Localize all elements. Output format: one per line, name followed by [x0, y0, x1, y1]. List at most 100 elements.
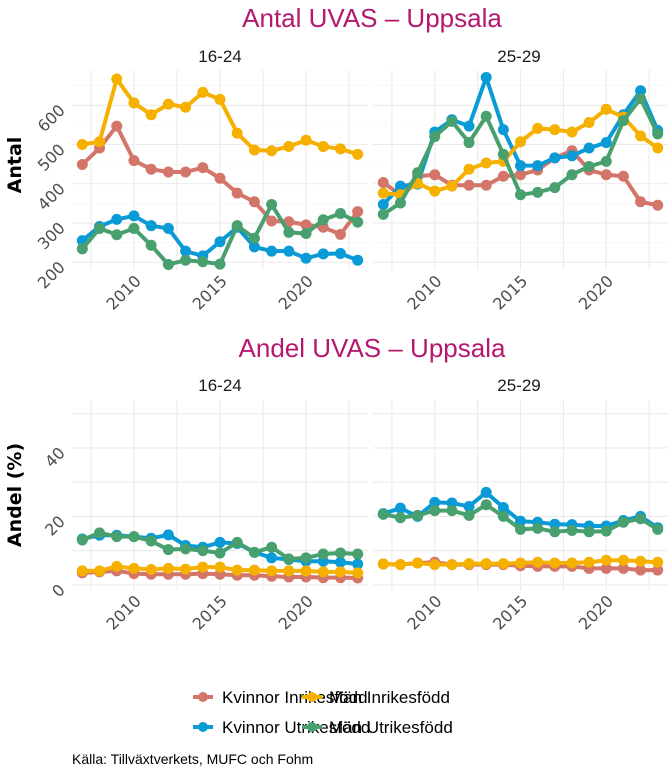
data-point [300, 565, 312, 577]
data-point [231, 220, 243, 232]
data-point [248, 241, 260, 253]
data-point [128, 155, 140, 167]
data-point [549, 124, 561, 136]
series-man-utrikesfodd [76, 199, 364, 271]
data-point [635, 196, 647, 208]
y-tick-label: 0 [48, 580, 69, 601]
data-point [111, 531, 123, 543]
legend: Kvinnor Inrikesfödd Män Inrikesfödd Kvin… [193, 688, 453, 737]
data-point [334, 556, 346, 568]
data-point [180, 563, 192, 575]
data-point [480, 486, 492, 498]
data-point [352, 206, 364, 218]
data-point [76, 139, 88, 151]
y-tick-label: 300 [34, 218, 69, 253]
data-point [248, 232, 260, 244]
data-point [549, 518, 561, 530]
x-tick-label: 2010 [403, 271, 445, 313]
data-point [334, 566, 346, 578]
data-point [76, 565, 88, 577]
data-point [197, 256, 209, 268]
legend-label: Män Inrikesfödd [329, 688, 450, 707]
data-point [480, 110, 492, 122]
data-point [600, 103, 612, 115]
data-point [377, 508, 389, 520]
legend-label: Kvinnor Inrikesfödd [222, 688, 368, 707]
legend-key-point [198, 722, 208, 732]
data-point [214, 172, 226, 184]
data-point [180, 245, 192, 257]
legend-item-man-inrikesfodd: Män Inrikesfödd [302, 688, 450, 707]
data-point [317, 248, 329, 260]
legend-item-kvinnor-inrikesfodd: Kvinnor Inrikesfödd [193, 688, 368, 707]
data-point [283, 565, 295, 577]
y-tick-label: 40 [41, 443, 69, 471]
data-point [549, 557, 561, 569]
x-tick-label: 2020 [275, 271, 317, 313]
data-point [197, 86, 209, 98]
data-point [352, 148, 364, 160]
data-point [352, 567, 364, 579]
data-point [94, 136, 106, 148]
data-point [111, 229, 123, 241]
data-point [76, 159, 88, 171]
data-point [197, 561, 209, 573]
data-point [515, 515, 526, 527]
data-point [515, 136, 526, 148]
data-point [231, 127, 243, 139]
data-point [334, 228, 346, 240]
data-point [162, 562, 174, 574]
data-point [283, 226, 295, 238]
data-point [214, 536, 226, 548]
data-point [377, 558, 389, 570]
strip-label-antal-16-24: 16-24 [198, 47, 241, 66]
data-point [334, 208, 346, 220]
data-point [266, 552, 278, 564]
data-point [145, 220, 157, 232]
data-point [549, 526, 561, 538]
data-point [635, 564, 647, 576]
panel-antal-16-24: 200 300 400 500 600 2010 2015 2020 [34, 70, 368, 314]
data-point [515, 557, 526, 569]
x-tick-label: 2015 [489, 271, 531, 313]
panel-antal-25-29: 2010 2015 2020 [373, 70, 668, 314]
data-point [497, 170, 509, 182]
x-tick-label: 2015 [189, 591, 231, 633]
panel-andel--16-24: 0 20 40 2010 2015 2020 [41, 400, 368, 634]
data-point [652, 523, 664, 535]
data-point [145, 563, 157, 575]
data-point [566, 126, 578, 138]
data-point [394, 512, 406, 524]
strip-label-andel-16-24: 16-24 [198, 376, 241, 395]
data-point [463, 163, 475, 175]
data-point [446, 180, 458, 192]
data-point [162, 259, 174, 271]
y-tick-label: 20 [41, 512, 69, 540]
data-point [300, 219, 312, 231]
data-point [162, 222, 174, 234]
legend-item-man-utrikesfodd: Män Utrikesfödd [302, 718, 453, 737]
data-point [617, 170, 629, 182]
data-point [446, 559, 458, 571]
data-point [463, 509, 475, 521]
data-point [300, 552, 312, 564]
data-point [480, 179, 492, 191]
series-man-inrikesfodd [377, 554, 664, 571]
data-point [145, 109, 157, 121]
data-point [549, 152, 561, 164]
series-man-utrikesfodd [76, 527, 364, 565]
data-point [515, 523, 526, 535]
x-tick-label: 2020 [275, 591, 317, 633]
data-point [266, 199, 278, 211]
data-point [214, 236, 226, 248]
data-point [317, 214, 329, 226]
legend-key-point [307, 692, 317, 702]
data-point [377, 208, 389, 220]
data-point [532, 186, 544, 198]
y-tick-label: 200 [34, 258, 69, 293]
legend-label: Kvinnor Utrikesfödd [222, 718, 370, 737]
data-point [566, 169, 578, 181]
x-tick-label: 2010 [403, 591, 445, 633]
chart-title-antal: Antal UVAS – Uppsala [242, 3, 502, 33]
legend-item-kvinnor-utrikesfodd: Kvinnor Utrikesfödd [193, 718, 370, 737]
